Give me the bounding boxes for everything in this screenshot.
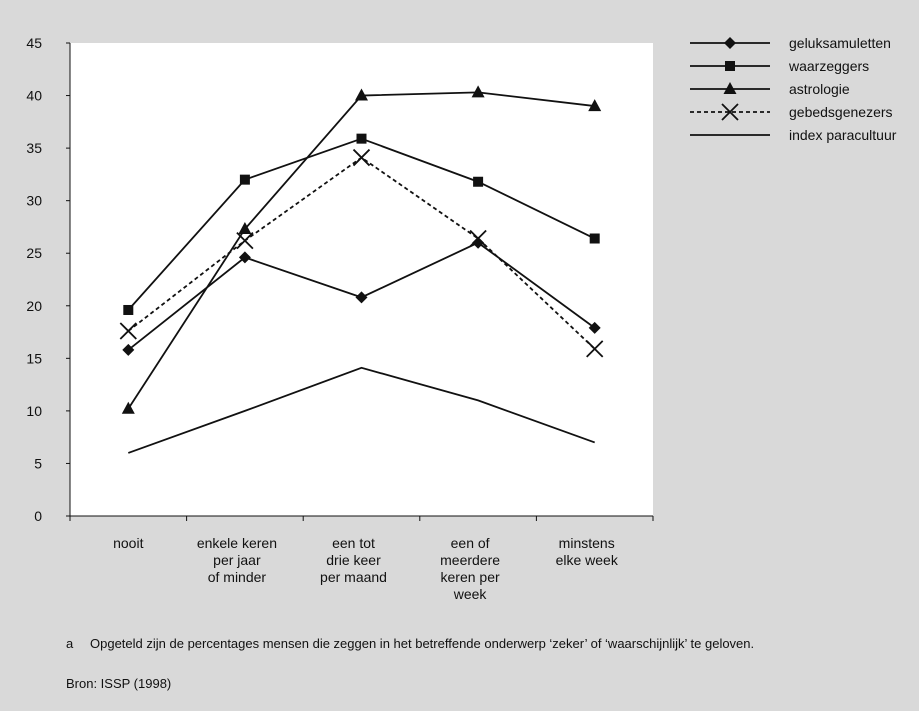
x-tick-label: nooit <box>113 535 143 551</box>
y-tick-label: 10 <box>26 403 42 419</box>
y-tick-label: 5 <box>34 455 42 471</box>
series-index-paracultuur <box>127 366 596 454</box>
legend-label: waarzeggers <box>788 58 869 74</box>
data-point <box>119 322 137 340</box>
x-tick-label: minstens elke week <box>556 535 619 568</box>
data-point <box>236 231 254 250</box>
data-point <box>355 291 368 304</box>
y-tick-label: 20 <box>26 298 42 314</box>
y-tick-label: 35 <box>26 140 42 156</box>
data-point <box>239 174 250 185</box>
legend-item: index paracultuur <box>690 127 897 143</box>
y-axis: 0 5 10 15 20 25 30 35 40 45 <box>26 35 71 524</box>
legend: geluksamuletten waarzeggers astrologie gebe… <box>690 35 897 143</box>
data-point <box>122 343 135 356</box>
data-point <box>352 148 371 167</box>
legend-item: gebedsgenezers <box>690 103 893 121</box>
data-point <box>238 222 252 235</box>
plot-area <box>70 43 653 516</box>
legend-label: index paracultuur <box>789 127 897 143</box>
legend-item: astrologie <box>690 81 850 97</box>
data-point <box>356 133 367 144</box>
legend-marker <box>721 103 739 121</box>
footnote-text: Opgeteld zijn de percentages mensen die … <box>90 636 755 651</box>
data-point <box>471 85 485 98</box>
series-gebedsgenezers <box>119 148 604 358</box>
data-point <box>123 304 134 315</box>
data-point <box>586 340 604 358</box>
x-tick-label: een of meerdere keren per week <box>440 535 500 602</box>
x-tick-label: enkele keren per jaar of minder <box>197 535 277 585</box>
x-axis: nooit enkele keren per jaar of minder een to… <box>69 515 654 602</box>
legend-marker <box>725 61 735 71</box>
legend-marker <box>724 37 736 49</box>
y-tick-label: 40 <box>26 88 42 104</box>
y-tick-label: 0 <box>34 508 42 524</box>
legend-item: waarzeggers <box>690 58 869 74</box>
series-waarzeggers <box>123 133 600 315</box>
data-point <box>589 233 600 244</box>
footnote-letter: a <box>66 636 74 651</box>
y-tick-label: 45 <box>26 35 42 51</box>
legend-marker <box>723 82 737 94</box>
legend-label: gebedsgenezers <box>789 104 893 120</box>
data-point <box>469 229 487 248</box>
x-tick-label: een tot drie keer per maand <box>320 535 387 585</box>
data-point <box>121 401 135 414</box>
data-point <box>473 176 484 187</box>
series-astrologie <box>121 85 602 414</box>
legend-label: astrologie <box>789 81 850 97</box>
data-point <box>588 99 602 112</box>
data-point <box>588 321 601 334</box>
source-note: Bron: ISSP (1998) <box>66 676 172 691</box>
y-tick-label: 25 <box>26 245 42 261</box>
y-tick-label: 15 <box>26 350 42 366</box>
legend-item: geluksamuletten <box>690 35 891 51</box>
footnote: a Opgeteld zijn de percentages mensen die… <box>66 636 754 651</box>
y-tick-label: 30 <box>26 193 42 209</box>
series-layer <box>119 85 604 454</box>
series-line <box>127 366 596 454</box>
data-point <box>238 251 251 264</box>
data-point <box>472 236 485 249</box>
legend-label: geluksamuletten <box>789 35 891 51</box>
data-point <box>355 88 368 101</box>
